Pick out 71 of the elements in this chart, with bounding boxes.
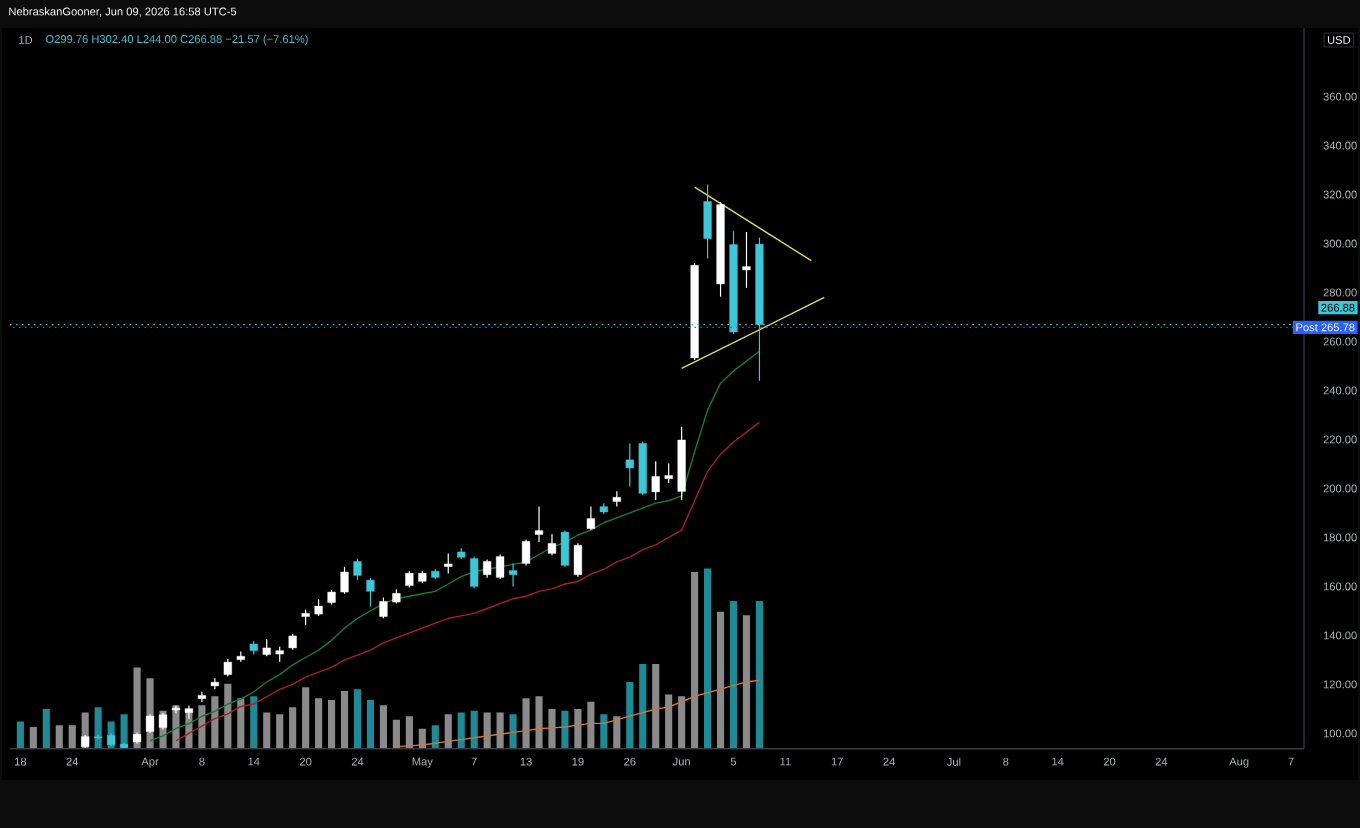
candlestick: [444, 552, 453, 575]
candlestick: [197, 691, 206, 703]
bar: [665, 694, 673, 749]
bar: [276, 714, 284, 749]
bar: [366, 699, 375, 749]
bar: [755, 600, 764, 749]
candlestick: [547, 533, 557, 556]
candlestick: [496, 554, 505, 580]
bar: [548, 708, 556, 749]
bar: [600, 714, 608, 749]
bar: [652, 663, 660, 749]
bar: [444, 714, 452, 749]
bar: [509, 714, 517, 749]
bar: [340, 690, 349, 749]
bar: [94, 707, 102, 749]
candlestick: [560, 530, 570, 568]
candlestick: [703, 183, 712, 260]
candlestick: [586, 506, 595, 531]
candlestick: [379, 596, 388, 619]
candlestick: [742, 231, 751, 289]
candlestick: [509, 562, 518, 588]
bar: [198, 705, 206, 749]
candlestick: [625, 442, 634, 488]
bar: [742, 615, 751, 749]
bar: [16, 721, 24, 749]
candlestick: [210, 677, 219, 690]
candlestick: [340, 566, 349, 595]
bar: [68, 725, 76, 749]
bar: [55, 725, 63, 749]
bar: [250, 696, 258, 749]
candlestick: [521, 538, 531, 566]
bar: [457, 712, 465, 749]
candlestick: [353, 558, 362, 581]
bar: [379, 705, 387, 749]
bar: [639, 663, 647, 749]
bar: [561, 710, 569, 749]
bar: [716, 611, 725, 749]
bar: [211, 696, 219, 749]
bar: [470, 710, 478, 749]
bar: [496, 712, 504, 749]
bar: [678, 696, 686, 749]
bar: [405, 716, 413, 749]
bar: [587, 701, 595, 749]
candlestick: [573, 542, 582, 578]
bar: [327, 699, 336, 749]
bar: [392, 719, 400, 749]
bar: [302, 687, 310, 749]
candlestick: [366, 577, 375, 608]
bar: [289, 707, 297, 749]
bar: [522, 698, 530, 749]
bar: [535, 696, 543, 749]
bar: [353, 689, 362, 749]
bar: [263, 712, 271, 749]
candlestick: [664, 462, 673, 484]
bar: [613, 716, 621, 749]
candlestick: [651, 460, 660, 501]
bar: [704, 568, 712, 749]
candlestick: [483, 558, 492, 579]
bar: [224, 683, 232, 749]
bar: [574, 708, 582, 749]
candlestick: [534, 506, 544, 543]
candlestick: [470, 555, 479, 590]
bar: [29, 726, 37, 749]
bar: [315, 698, 323, 749]
bar: [237, 698, 245, 749]
bar: [729, 600, 738, 749]
bar: [42, 708, 50, 749]
bar: [483, 712, 491, 749]
bar: [626, 681, 634, 749]
bar: [691, 572, 699, 749]
bar: [431, 725, 439, 749]
